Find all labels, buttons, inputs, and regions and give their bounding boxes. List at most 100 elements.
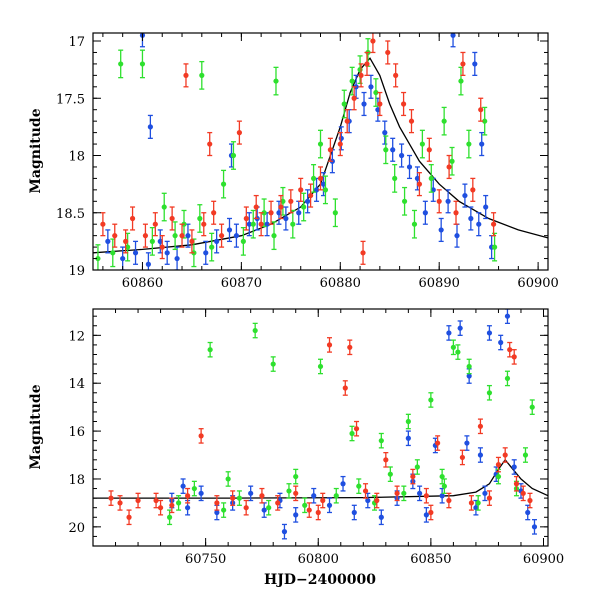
data-point (117, 495, 123, 511)
data-point (183, 63, 189, 88)
point-marker (410, 473, 416, 480)
point-marker (126, 514, 132, 520)
data-point (225, 471, 231, 487)
point-marker (118, 61, 124, 67)
point-marker (428, 175, 434, 182)
point-marker (236, 495, 243, 501)
data-point (438, 217, 444, 243)
data-point (142, 223, 149, 248)
data-point (157, 499, 164, 516)
data-point (261, 502, 267, 518)
point-marker (174, 255, 180, 262)
point-marker (268, 210, 274, 216)
point-marker (392, 175, 398, 182)
data-point (450, 33, 456, 48)
point-marker (347, 344, 353, 350)
data-point (377, 91, 383, 117)
point-marker (502, 452, 508, 458)
point-marker (378, 438, 384, 444)
data-point (129, 206, 136, 231)
data-point (132, 240, 139, 265)
point-marker (283, 215, 289, 222)
data-point (159, 235, 165, 260)
point-marker (230, 495, 236, 501)
point-marker (159, 244, 165, 250)
point-marker (305, 198, 311, 204)
data-point (507, 341, 513, 358)
data-point (470, 177, 476, 202)
data-point (337, 131, 343, 157)
x-tick-label: 60750 (185, 552, 226, 567)
data-point (110, 238, 116, 268)
data-point (218, 223, 225, 248)
data-point (207, 131, 213, 157)
data-point (271, 221, 277, 251)
data-point (468, 495, 475, 511)
point-marker (475, 500, 481, 506)
data-point (281, 523, 288, 540)
data-point (243, 499, 249, 516)
data-point (317, 166, 324, 191)
point-marker (129, 215, 136, 222)
point-marker (261, 507, 267, 513)
point-marker (157, 238, 163, 244)
data-point (393, 63, 399, 88)
y-tick-label: 14 (68, 377, 85, 392)
point-marker (423, 512, 429, 518)
data-point (164, 240, 170, 265)
data-point (527, 492, 533, 509)
point-marker (358, 72, 364, 78)
point-marker (152, 221, 158, 227)
data-point (436, 189, 442, 214)
bottom-y-axis-label: Magnitude (28, 384, 44, 469)
point-marker (450, 33, 456, 38)
point-marker (466, 373, 472, 379)
data-point (445, 189, 451, 214)
data-point (286, 483, 292, 499)
point-marker (374, 497, 380, 504)
data-point (308, 183, 314, 208)
data-point (401, 186, 408, 216)
data-point (364, 51, 370, 77)
point-marker (344, 118, 350, 124)
point-marker (310, 175, 317, 182)
data-point (405, 430, 411, 447)
data-point (221, 502, 227, 518)
data-point (169, 206, 175, 231)
point-marker (243, 505, 249, 511)
x-tick-label: 60880 (320, 276, 361, 291)
point-marker (266, 505, 272, 511)
bottom-axis-ticks: 60750 60800 60850 60900 12 14 16 18 20 (68, 309, 564, 567)
point-marker (199, 72, 205, 78)
data-point (472, 51, 478, 77)
point-marker (112, 233, 118, 239)
point-marker (373, 89, 379, 96)
data-point (477, 447, 484, 463)
point-marker (185, 233, 191, 239)
point-marker (317, 141, 324, 147)
data-point (513, 475, 520, 492)
point-marker (270, 361, 276, 367)
point-marker (468, 215, 474, 222)
point-marker (264, 221, 270, 227)
point-marker (416, 181, 423, 187)
data-point (149, 226, 155, 256)
point-marker (214, 238, 220, 244)
data-point (399, 143, 405, 168)
top-plot-area (93, 33, 548, 270)
data-point (446, 154, 452, 180)
data-point (378, 432, 384, 449)
point-marker (414, 464, 420, 470)
point-marker (393, 72, 399, 78)
data-point (356, 478, 362, 494)
point-marker (120, 255, 126, 262)
point-marker (464, 440, 470, 446)
data-point (365, 492, 371, 509)
data-point (468, 206, 474, 231)
point-marker (522, 452, 529, 458)
point-marker (298, 187, 304, 193)
data-point (358, 63, 364, 88)
point-marker (259, 493, 265, 499)
point-marker (498, 339, 504, 346)
